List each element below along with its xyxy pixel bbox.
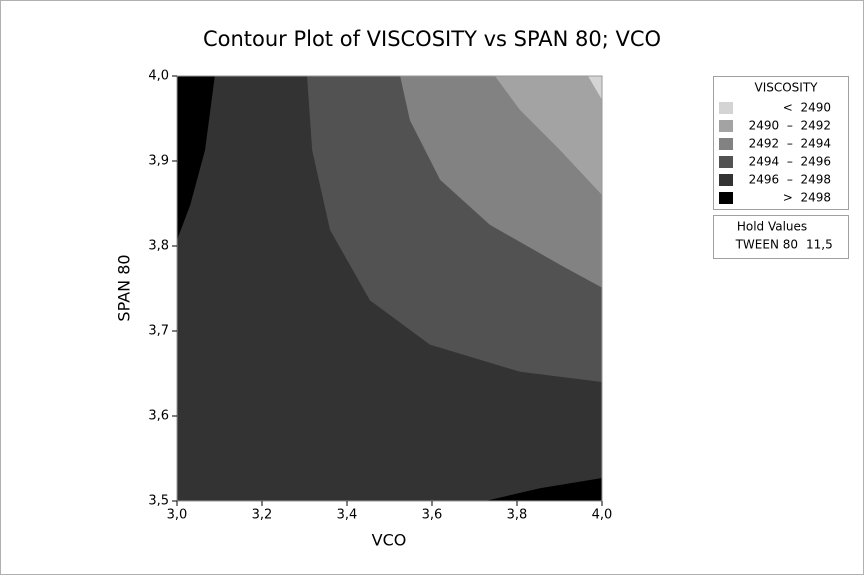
contour-region <box>494 76 602 195</box>
legend-swatch <box>719 138 733 150</box>
hold-name: TWEEN 80 <box>735 238 798 252</box>
y-tick-label: 3,6 <box>148 409 169 424</box>
legend-swatch <box>719 102 733 114</box>
plot-border <box>176 75 603 502</box>
contour-region <box>587 76 602 100</box>
x-axis-label: VCO <box>372 531 407 550</box>
legend-swatch <box>719 192 733 204</box>
legend-box <box>713 76 849 210</box>
hold-value: 11,5 <box>806 238 833 252</box>
y-axis-label: SPAN 80 <box>115 254 134 321</box>
plot-area <box>176 75 603 502</box>
legend-label: 2496 – 2498 <box>749 173 831 187</box>
y-tick-label: 3,8 <box>148 239 169 254</box>
legend-label: > 2498 <box>783 191 831 205</box>
hold-title: Hold Values <box>737 220 807 234</box>
x-tick-label: 3,6 <box>422 508 443 523</box>
y-tick-label: 3,7 <box>148 324 169 339</box>
y-tick-label: 4,0 <box>148 69 169 84</box>
legend-label: 2490 – 2492 <box>749 119 831 133</box>
legend-title: VISCOSITY <box>754 81 818 95</box>
legend-swatch <box>719 174 733 186</box>
x-tick-label: 3,2 <box>252 508 273 523</box>
legend-swatch <box>719 156 733 168</box>
chart-title: Contour Plot of VISCOSITY vs SPAN 80; VC… <box>203 27 661 51</box>
legend-label: 2494 – 2496 <box>749 155 831 169</box>
x-tick-label: 4,0 <box>592 508 613 523</box>
x-tick-label: 3,0 <box>167 508 188 523</box>
hold-box <box>713 215 849 259</box>
y-tick-label: 3,9 <box>148 154 169 169</box>
x-tick-label: 3,4 <box>337 508 358 523</box>
legend-label: < 2490 <box>783 101 831 115</box>
legend-label: 2492 – 2494 <box>749 137 831 151</box>
x-tick-label: 3,8 <box>507 508 528 523</box>
y-tick-label: 3,5 <box>148 494 169 509</box>
legend-swatch <box>719 120 733 132</box>
legend: < 2490 2490 – 2492 2492 – 2494 2494 – 2496 2… <box>719 101 831 205</box>
